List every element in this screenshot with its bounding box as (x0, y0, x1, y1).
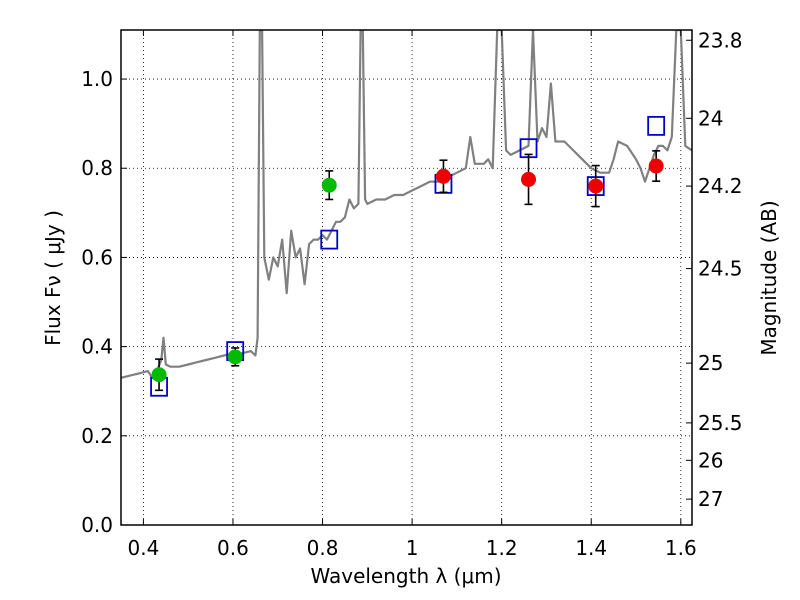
y2-axis-title: Magnitude (AB) (757, 200, 781, 355)
y-tick-label: 0.2 (81, 424, 113, 448)
mag-tick-label: 24 (698, 106, 723, 130)
observed-nir-point (648, 158, 664, 174)
spectrum-line (121, 30, 692, 379)
mag-tick-label: 24.5 (698, 257, 743, 281)
observed-nir-point (435, 168, 451, 184)
x-axis-title: Wavelength λ (μm) (310, 564, 501, 588)
observed-optical-point (151, 367, 167, 383)
series-layer (121, 30, 692, 397)
mag-tick-label: 24.2 (698, 174, 743, 198)
model-photometry-square (647, 115, 666, 136)
mag-tick-label: 27 (698, 487, 723, 511)
x-tick-label: 1.6 (665, 536, 697, 560)
observed-nir-point (588, 178, 604, 194)
x-tick-label: 1.4 (575, 536, 607, 560)
observed-nir-point (521, 171, 537, 187)
y-tick-label: 0.4 (81, 335, 113, 359)
x-tick-label: 1 (406, 536, 419, 560)
x-tick-label: 0.4 (127, 536, 159, 560)
y-tick-label: 0.0 (81, 513, 113, 537)
y-tick-label: 1.0 (81, 67, 113, 91)
plot-frame (120, 29, 693, 526)
y-axis-title: Flux Fν ( μJy ) (41, 210, 65, 346)
model-photometry-square (320, 229, 339, 250)
x-tick-label: 0.8 (307, 536, 339, 560)
observed-optical-point (321, 177, 337, 193)
mag-tick-label: 25 (698, 351, 723, 375)
ticks: 0.4 0.6 0.8 1 1.2 1.4 1.6 0.0 0.2 0.4 0.6 0.8 1.0 23.… (81, 28, 742, 560)
mag-tick-label: 23.8 (698, 28, 743, 52)
grid (121, 30, 692, 525)
y-tick-label: 0.8 (81, 156, 113, 180)
x-tick-label: 0.6 (217, 536, 249, 560)
y-tick-label: 0.6 (81, 245, 113, 269)
mag-tick-label: 26 (698, 448, 723, 472)
mag-tick-label: 25.5 (698, 411, 743, 435)
observed-optical-point (227, 349, 243, 365)
x-tick-label: 1.2 (486, 536, 518, 560)
